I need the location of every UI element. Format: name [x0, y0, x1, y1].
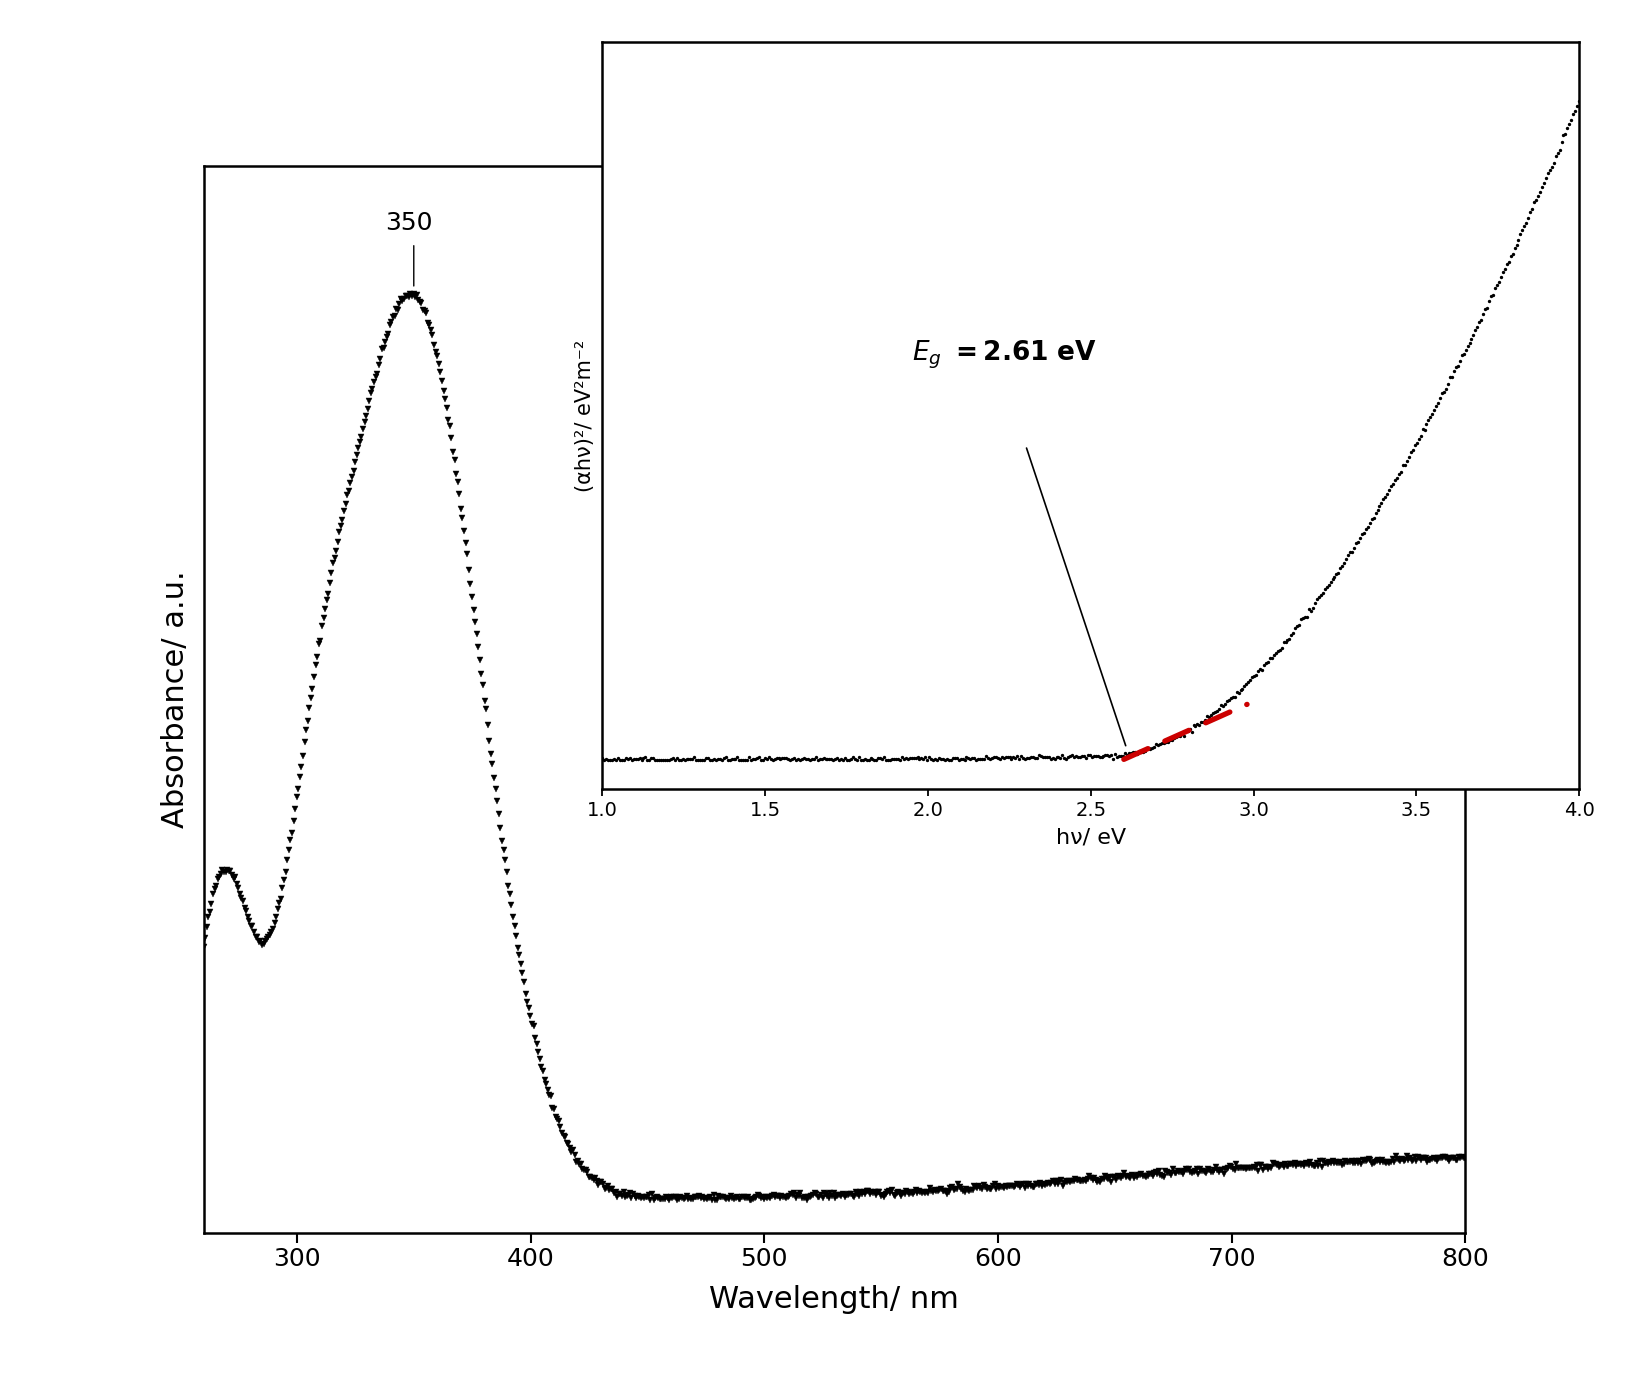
- X-axis label: Wavelength/ nm: Wavelength/ nm: [710, 1285, 959, 1314]
- Text: 350: 350: [386, 212, 433, 235]
- X-axis label: hν/ eV: hν/ eV: [1055, 827, 1127, 848]
- Y-axis label: (αhν)²/ eV²m⁻²: (αhν)²/ eV²m⁻²: [575, 339, 596, 492]
- Text: $\mathbf{\it{E}_g}$ $\mathbf{= 2.61\ eV}$: $\mathbf{\it{E}_g}$ $\mathbf{= 2.61\ eV}…: [912, 338, 1096, 371]
- Y-axis label: Absorbance/ a.u.: Absorbance/ a.u.: [161, 571, 189, 828]
